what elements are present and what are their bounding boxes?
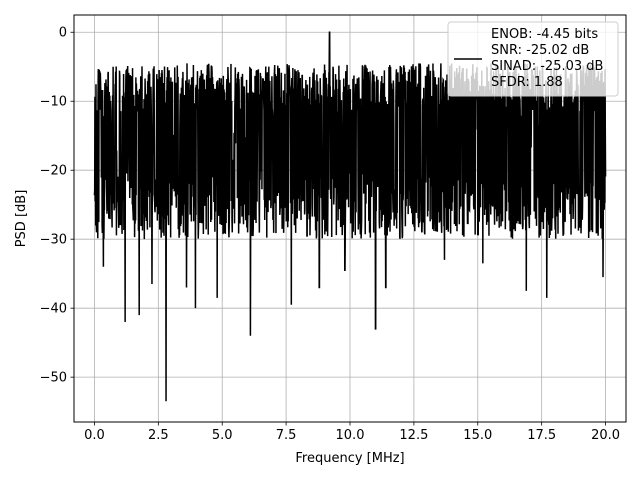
y-tick-label: −40 [40, 302, 67, 317]
legend-line-sinad: SINAD: -25.03 dB [491, 59, 603, 74]
x-tick-label: 7.5 [276, 428, 297, 443]
legend-line-sfdr: SFDR: 1.88 [491, 75, 563, 90]
x-tick-label: 2.5 [148, 428, 169, 443]
legend-box [447, 21, 619, 97]
y-tick-label: −30 [40, 233, 67, 248]
y-axis-label: PSD [dB] [14, 190, 29, 248]
legend: ENOB: -4.45 bits SNR: -25.02 dB SINAD: -… [447, 21, 619, 97]
y-tick-label: −50 [40, 371, 67, 386]
x-tick-label: 10.0 [336, 428, 365, 443]
x-tick-label: 5.0 [212, 428, 233, 443]
plot-area [93, 31, 607, 402]
axis-ticks: 0.0 2.5 5.0 7.5 10.0 12.5 15.0 17.5 20.0 0 −10 −20 −… [40, 26, 620, 443]
x-tick-label: 17.5 [527, 428, 556, 443]
legend-line-snr: SNR: -25.02 dB [491, 43, 589, 58]
x-axis-label: Frequency [MHz] [295, 451, 404, 466]
x-tick-label: 0.0 [84, 428, 105, 443]
y-tick-label: 0 [59, 26, 67, 41]
series-line [93, 31, 607, 402]
x-tick-label: 15.0 [463, 428, 492, 443]
y-tick-label: −20 [40, 164, 67, 179]
x-tick-label: 20.0 [591, 428, 620, 443]
y-tick-label: −10 [40, 95, 67, 110]
legend-line-enob: ENOB: -4.45 bits [491, 27, 598, 42]
x-tick-label: 12.5 [399, 428, 428, 443]
